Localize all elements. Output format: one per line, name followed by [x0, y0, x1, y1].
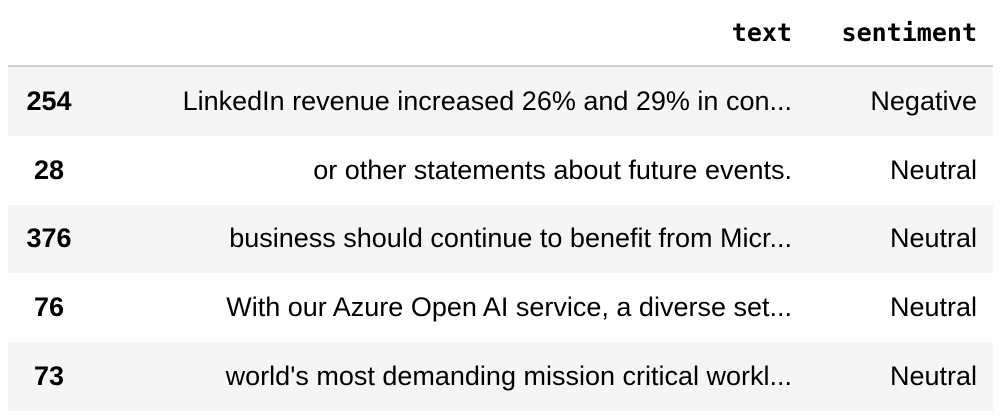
sentiment-cell: Neutral	[889, 292, 977, 323]
sentiment-cell: Neutral	[808, 204, 993, 274]
text-cell: With our Azure Open AI service, a divers…	[226, 292, 792, 323]
table-row: 254 LinkedIn revenue increased 26% and 29…	[8, 66, 993, 136]
column-header: sentiment	[808, 0, 993, 67]
column-header: text	[90, 0, 808, 67]
row-index: 76	[33, 292, 65, 323]
text-cell: or other statements about future events.	[313, 154, 792, 185]
row-index: 28	[33, 154, 65, 185]
dataframe-table: text sentiment 254 LinkedIn revenue increa…	[8, 0, 993, 411]
text-cell: LinkedIn revenue increased 26% and 29% i…	[90, 66, 808, 136]
table-row: 28 or other statements about future event…	[8, 136, 993, 205]
row-index: 376	[8, 204, 90, 274]
table-header: text sentiment	[8, 0, 993, 67]
text-cell: business should continue to benefit from…	[90, 204, 808, 274]
row-index: 254	[8, 66, 90, 136]
sentiment-cell: Neutral	[889, 154, 977, 185]
table-body: 254 LinkedIn revenue increased 26% and 29…	[8, 66, 993, 411]
header-row: text sentiment	[8, 0, 993, 67]
table-row: 73 world's most demanding mission critica…	[8, 342, 993, 411]
table-row: 76 With our Azure Open AI service, a dive…	[8, 273, 993, 342]
index-header	[8, 0, 90, 67]
row-index: 73	[8, 342, 90, 411]
sentiment-cell: Neutral	[808, 342, 993, 411]
sentiment-cell: Negative	[808, 66, 993, 136]
text-cell: world's most demanding mission critical …	[90, 342, 808, 411]
table-row: 376 business should continue to benefit f…	[8, 204, 993, 274]
